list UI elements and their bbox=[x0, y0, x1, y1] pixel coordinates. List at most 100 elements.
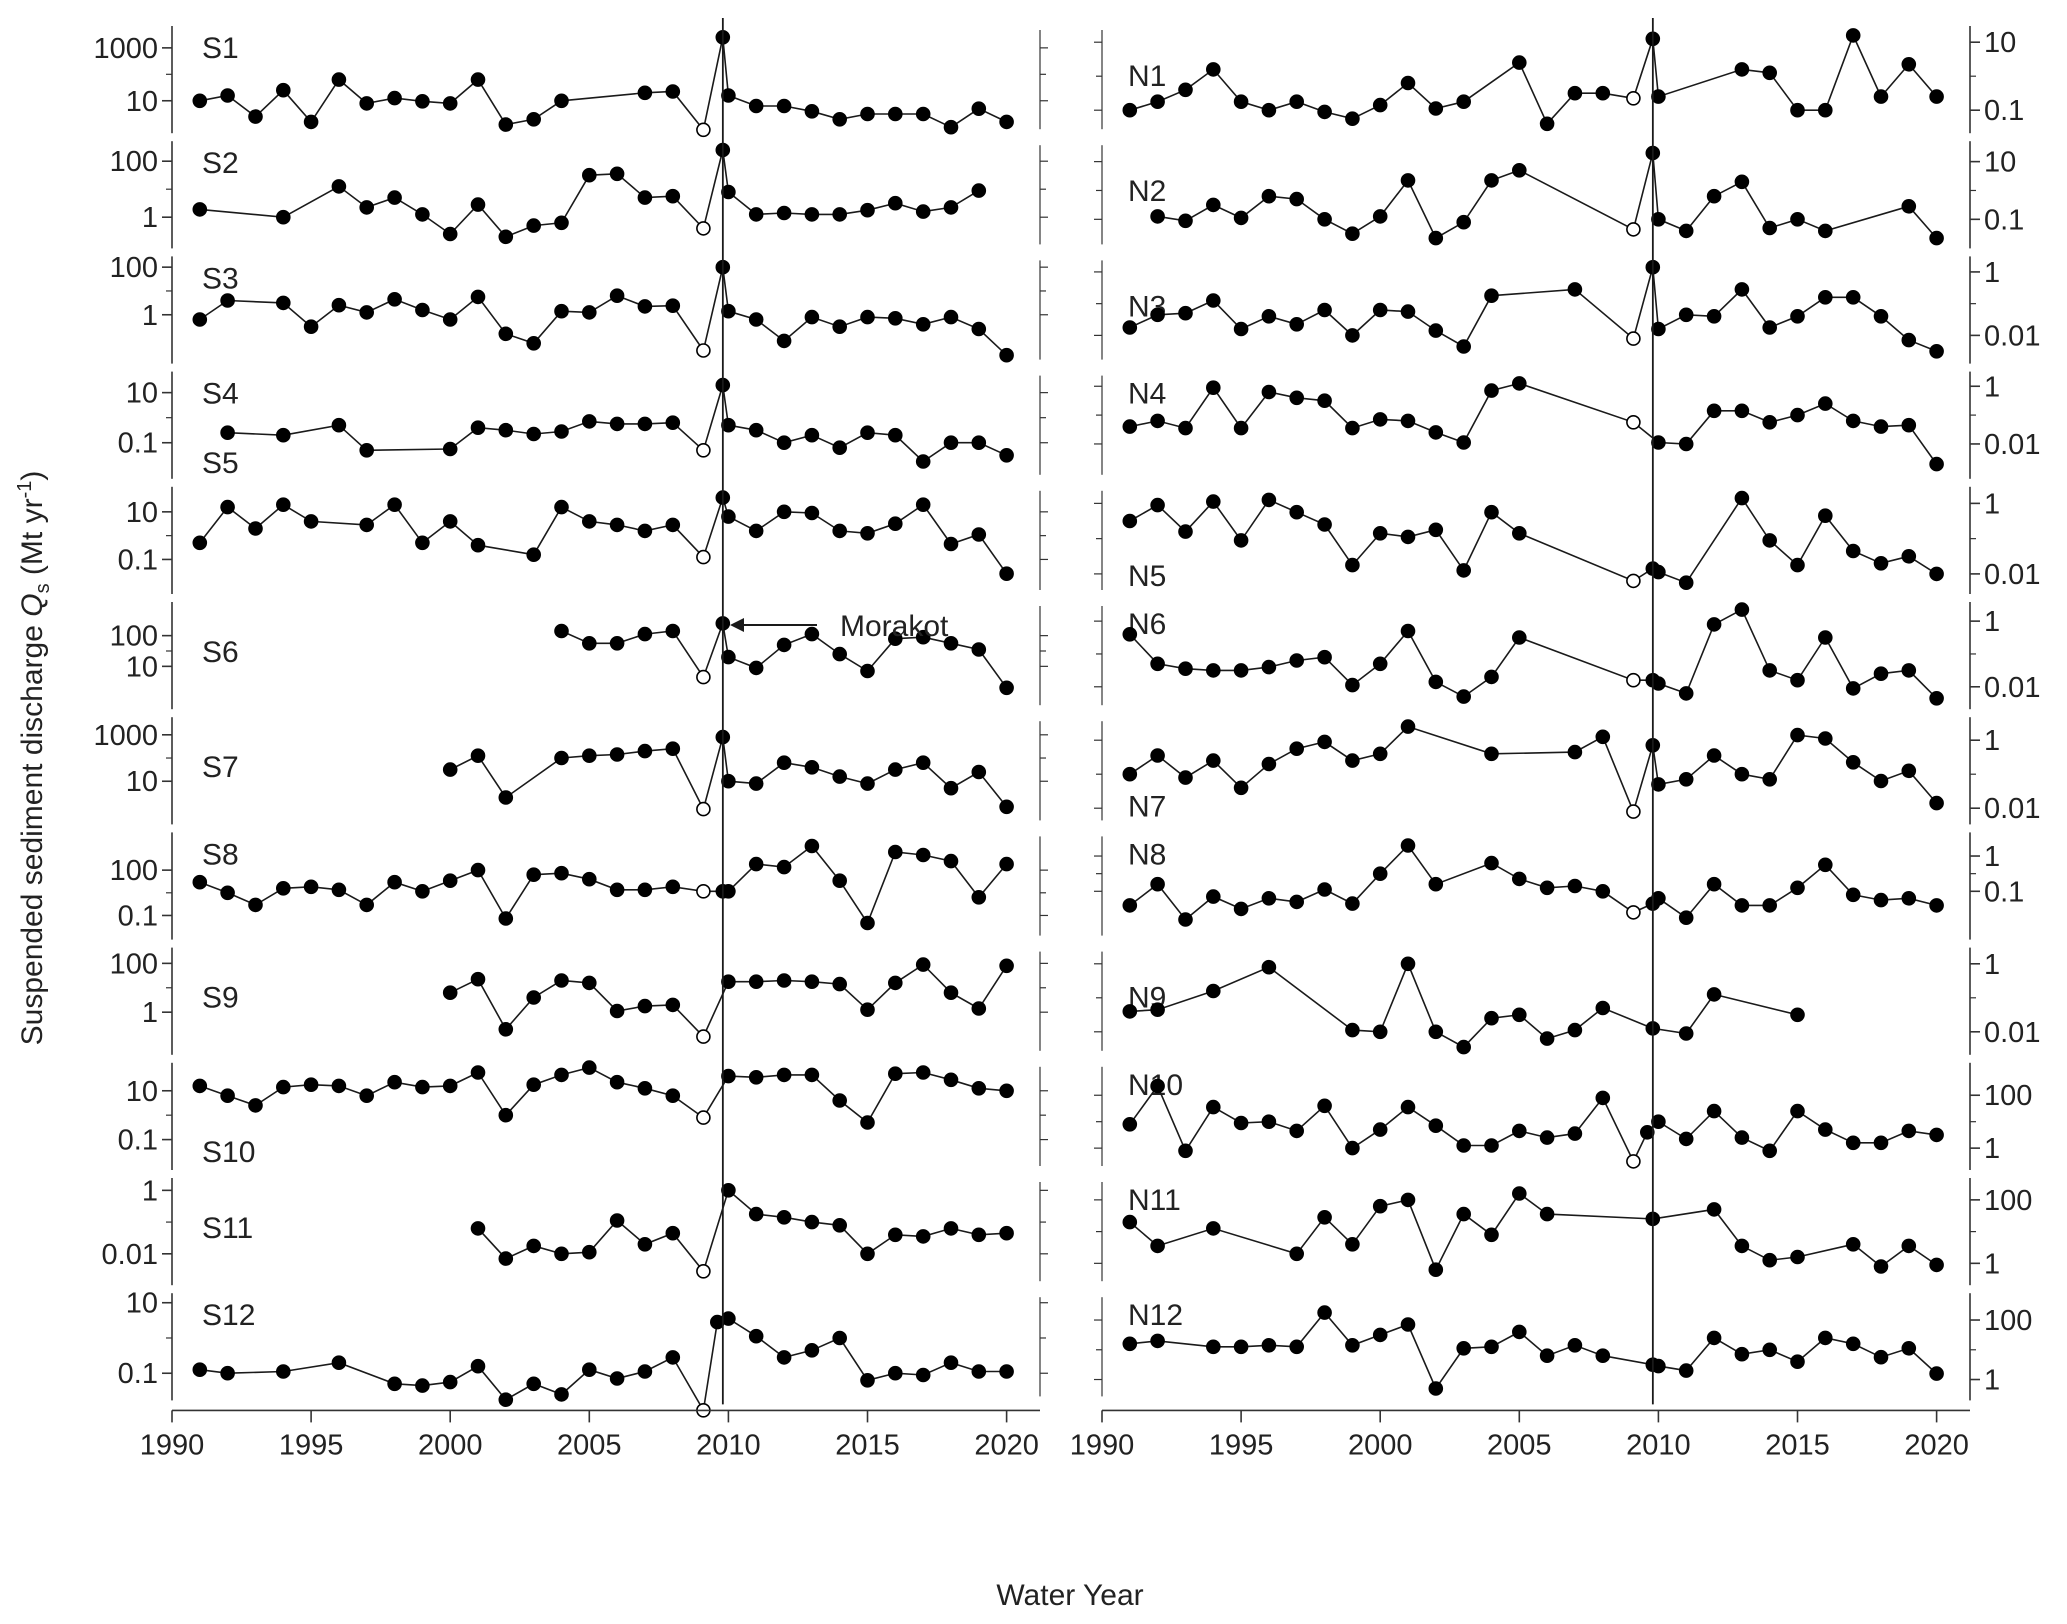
y-axis-label-main: Suspended sediment discharge bbox=[16, 617, 49, 1046]
data-point bbox=[1818, 396, 1833, 411]
data-point bbox=[1734, 766, 1750, 782]
data-point bbox=[331, 179, 347, 194]
data-point bbox=[887, 1066, 903, 1081]
data-point bbox=[498, 1392, 514, 1407]
data-point bbox=[1122, 898, 1138, 913]
data-point bbox=[943, 536, 959, 552]
data-point bbox=[1706, 308, 1722, 324]
data-point bbox=[804, 104, 820, 119]
data-point bbox=[1539, 1206, 1555, 1222]
data-point bbox=[1651, 321, 1666, 337]
data-point bbox=[275, 209, 291, 225]
data-point bbox=[1484, 855, 1499, 871]
data-point bbox=[470, 72, 486, 87]
data-point bbox=[303, 114, 319, 130]
data-point bbox=[1790, 727, 1805, 743]
data-point bbox=[1178, 524, 1193, 539]
data-point bbox=[1150, 876, 1165, 892]
data-point bbox=[999, 114, 1014, 130]
data-point bbox=[999, 856, 1014, 872]
data-point bbox=[1372, 656, 1388, 672]
data-point bbox=[303, 1077, 319, 1092]
data-point bbox=[1762, 1252, 1777, 1268]
x-tick-label: 2000 bbox=[1348, 1429, 1413, 1461]
data-point bbox=[331, 72, 347, 87]
data-point bbox=[415, 1079, 430, 1095]
data-point bbox=[1901, 1238, 1917, 1254]
series-line bbox=[199, 1066, 1007, 1124]
y-tick-label: 100 bbox=[110, 252, 158, 284]
data-point bbox=[192, 874, 208, 890]
data-point bbox=[1289, 894, 1304, 910]
data-point bbox=[331, 297, 347, 313]
data-point bbox=[832, 873, 848, 889]
x-axis-label: Water Year bbox=[996, 1579, 1143, 1612]
data-point bbox=[1762, 771, 1777, 787]
data-point bbox=[748, 856, 764, 872]
data-point bbox=[1289, 94, 1304, 109]
data-point bbox=[748, 1206, 764, 1222]
data-point bbox=[1762, 1143, 1777, 1159]
data-point bbox=[387, 291, 402, 307]
data-point bbox=[748, 1328, 764, 1344]
data-point bbox=[776, 435, 792, 451]
data-point bbox=[748, 207, 764, 222]
data-point bbox=[971, 321, 987, 337]
y-tick-label: 10 bbox=[126, 378, 158, 410]
data-point bbox=[1512, 1007, 1527, 1023]
data-point bbox=[498, 229, 514, 245]
data-point bbox=[1372, 412, 1388, 427]
data-point bbox=[1178, 661, 1193, 677]
data-point bbox=[1818, 102, 1833, 118]
data-point bbox=[275, 295, 291, 311]
data-point bbox=[1456, 435, 1471, 450]
data-point-open bbox=[696, 1110, 711, 1125]
data-point bbox=[804, 974, 820, 990]
data-point bbox=[1678, 1363, 1694, 1378]
data-point bbox=[665, 1350, 681, 1365]
y-tick-label: 1 bbox=[142, 1175, 158, 1207]
y-tick-label: 0.1 bbox=[118, 1125, 158, 1157]
data-point bbox=[1150, 1333, 1165, 1349]
data-point bbox=[1929, 456, 1944, 472]
data-point bbox=[999, 347, 1014, 363]
data-point bbox=[971, 435, 987, 451]
data-point bbox=[1484, 504, 1499, 520]
data-point bbox=[1595, 729, 1611, 745]
data-point bbox=[665, 997, 681, 1013]
data-point bbox=[832, 1093, 848, 1108]
data-point bbox=[1317, 1305, 1332, 1320]
data-point-open bbox=[1626, 804, 1641, 819]
data-point bbox=[860, 425, 875, 441]
data-point bbox=[387, 497, 402, 513]
data-point bbox=[1206, 1339, 1221, 1355]
data-point bbox=[1456, 214, 1471, 230]
data-point bbox=[220, 1088, 235, 1103]
data-point bbox=[1901, 663, 1917, 678]
data-point bbox=[609, 166, 625, 182]
data-point bbox=[554, 623, 569, 639]
data-point bbox=[275, 1364, 291, 1379]
data-point bbox=[526, 335, 542, 351]
data-point bbox=[1706, 987, 1722, 1002]
data-point bbox=[1317, 1098, 1332, 1114]
data-point bbox=[887, 762, 903, 777]
data-point bbox=[1261, 308, 1277, 324]
data-point bbox=[442, 1374, 458, 1390]
panel-n12: 100 1 N12 bbox=[1094, 1293, 2032, 1401]
y-axis-label-unit: (Mt yr bbox=[16, 498, 49, 583]
y-tick-label: 10 bbox=[126, 651, 158, 683]
data-point bbox=[1428, 425, 1444, 440]
y-tick-label: 100 bbox=[1984, 1185, 2032, 1217]
data-point bbox=[1873, 1259, 1889, 1274]
y-tick-label: 1 bbox=[142, 300, 158, 332]
data-point bbox=[1790, 102, 1805, 118]
data-point-open bbox=[696, 883, 711, 899]
data-point bbox=[915, 106, 931, 122]
x-axes: 1990 1995 2000 2005 2010 2015 2020 1990 1995 2000… bbox=[140, 1409, 1970, 1461]
data-point bbox=[1901, 1123, 1917, 1139]
data-point bbox=[442, 985, 458, 1001]
data-point bbox=[804, 1214, 820, 1230]
y-axis-label-q: Q bbox=[16, 593, 49, 616]
data-point bbox=[1122, 766, 1138, 782]
